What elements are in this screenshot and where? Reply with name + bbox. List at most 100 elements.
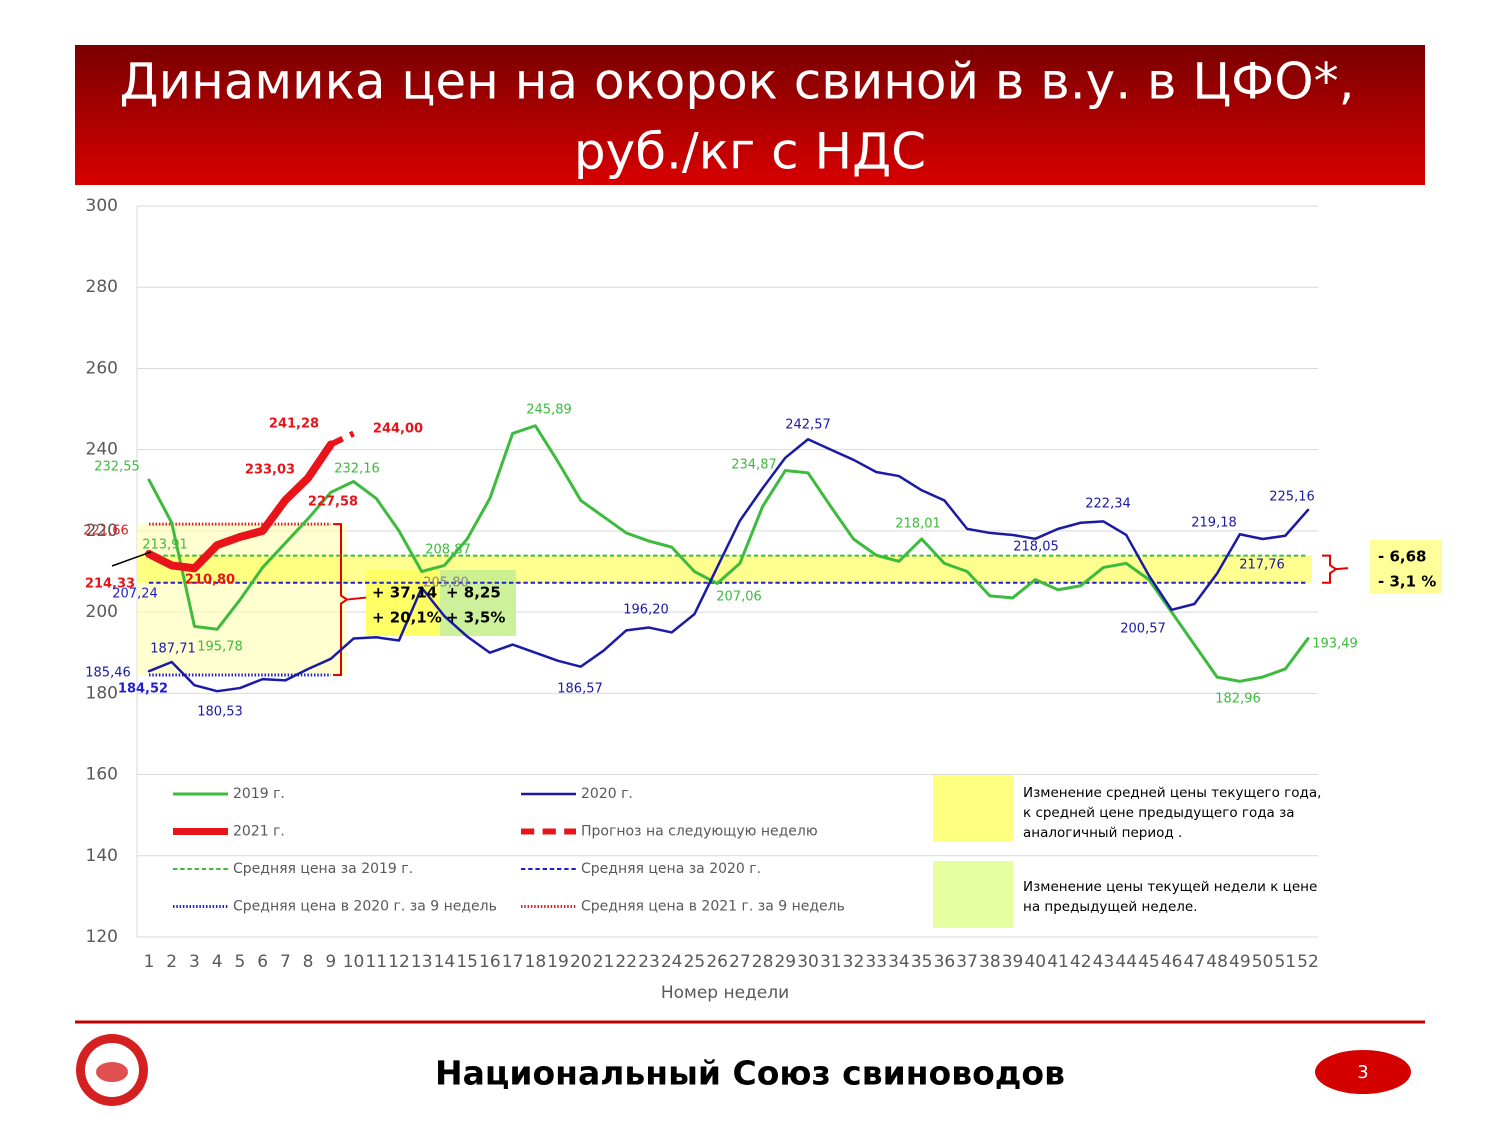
x-tick-label: 30 [797,952,819,972]
x-tick-label: 15 [456,952,478,972]
annotation: 205,80 [423,576,469,591]
x-tick-label: 6 [257,952,268,972]
legend-label: Прогноз на следующую неделю [581,824,818,840]
annotation-box [366,570,440,636]
annotation: + 8,25 [446,584,501,602]
label-pointer [111,551,152,567]
note-text: Изменение средней цены текущего года, [1023,785,1321,801]
x-tick-label: 16 [479,952,501,972]
note-text: Изменение цены текущей недели к цене [1023,879,1317,895]
data-label: 180,53 [197,705,243,720]
data-label: 218,01 [895,517,941,532]
title: Динамика цен на окорок свиной в в.у. в Ц… [120,53,1355,111]
x-tick-label: 49 [1229,952,1251,972]
logo [76,1034,148,1106]
footer-title: Национальный Союз свиноводов [435,1054,1065,1093]
x-tick-label: 28 [752,952,774,972]
x-tick-label: 38 [979,952,1001,972]
x-tick-label: 45 [1138,952,1160,972]
x-tick-label: 14 [434,952,456,972]
y-tick-label: 260 [86,358,118,378]
x-tick-label: 42 [1070,952,1092,972]
x-tick-label: 33 [865,952,887,972]
x-tick-label: 50 [1252,952,1274,972]
data-label: 232,55 [94,460,140,475]
x-tick-label: 51 [1274,952,1296,972]
x-tick-label: 17 [502,952,524,972]
x-tick-label: 35 [911,952,933,972]
data-label: 213,91 [142,538,188,553]
x-axis-title: Номер недели [661,983,789,1003]
x-tick-label: 13 [411,952,433,972]
annotation: 208,87 [425,543,471,558]
data-label: 225,16 [1269,490,1315,505]
x-tick-label: 46 [1161,952,1183,972]
data-label: 207,24 [112,587,158,602]
x-tick-label: 5 [234,952,245,972]
data-label: 195,78 [197,640,243,655]
y-tick-label: 200 [86,602,118,622]
x-tick-label: 18 [525,952,547,972]
annotation: + 37,14 [372,584,437,602]
x-tick-label: 31 [820,952,842,972]
data-label: 222,34 [1085,497,1131,512]
x-tick-label: 3 [189,952,200,972]
annotation: - 3,1 % [1378,573,1436,591]
note-text: аналогичный период . [1023,825,1182,841]
x-tick-label: 32 [843,952,865,972]
x-tick-label: 34 [888,952,910,972]
x-tick-label: 27 [729,952,751,972]
page-badge [1315,1050,1411,1094]
data-label: 232,16 [334,462,380,477]
legend-label: 2021 г. [233,824,285,840]
bracket [1322,554,1338,584]
annotation: + 3,5% [446,609,505,627]
y-tick-label: 280 [86,277,118,297]
y-tick-label: 220 [86,521,118,541]
data-label: 186,57 [557,682,603,697]
x-tick-label: 48 [1206,952,1228,972]
annotation: 217,76 [1239,558,1285,573]
x-tick-label: 44 [1115,952,1137,972]
x-tick-label: 20 [570,952,592,972]
data-label: 200,57 [1120,622,1166,637]
data-label: 185,46 [85,666,131,681]
data-label: 187,71 [150,642,196,657]
x-tick-label: 52 [1297,952,1319,972]
series-line [147,437,1310,693]
y-tick-label: 160 [86,765,118,785]
y-tick-label: 240 [86,440,118,460]
x-tick-label: 39 [1002,952,1024,972]
y-tick-label: 300 [86,196,118,216]
x-tick-label: 2 [166,952,177,972]
x-tick-label: 36 [934,952,956,972]
data-label: 193,49 [1312,637,1358,652]
note-text: на предыдущей неделе. [1023,899,1198,915]
legend-label: Средняя цена в 2020 г. за 9 недель [233,899,497,915]
legend-label: 2019 г. [233,786,285,802]
data-label: 214,33 [85,577,135,592]
x-tick-label: 10 [343,952,365,972]
data-label: 234,87 [731,458,777,473]
data-label: 182,96 [1215,692,1261,707]
data-label: 184,52 [118,682,168,697]
x-tick-label: 26 [706,952,728,972]
legend-label: Средняя цена в 2021 г. за 9 недель [581,899,845,915]
annotation: + 20,1% [372,609,442,627]
data-label: 219,18 [1191,516,1237,531]
data-label: 245,89 [526,403,572,418]
x-tick-label: 24 [661,952,683,972]
data-label: 244,00 [373,422,423,437]
x-tick-label: 11 [365,952,387,972]
x-tick-label: 8 [303,952,314,972]
x-tick-label: 29 [774,952,796,972]
y-tick-label: 140 [86,846,118,866]
series-line [145,440,335,573]
x-tick-label: 21 [593,952,615,972]
data-label: 218,05 [1013,540,1059,555]
x-tick-label: 22 [615,952,637,972]
note-swatch [933,775,1013,842]
legend-label: Средняя цена за 2020 г. [581,861,761,877]
data-label: 207,06 [716,590,762,605]
